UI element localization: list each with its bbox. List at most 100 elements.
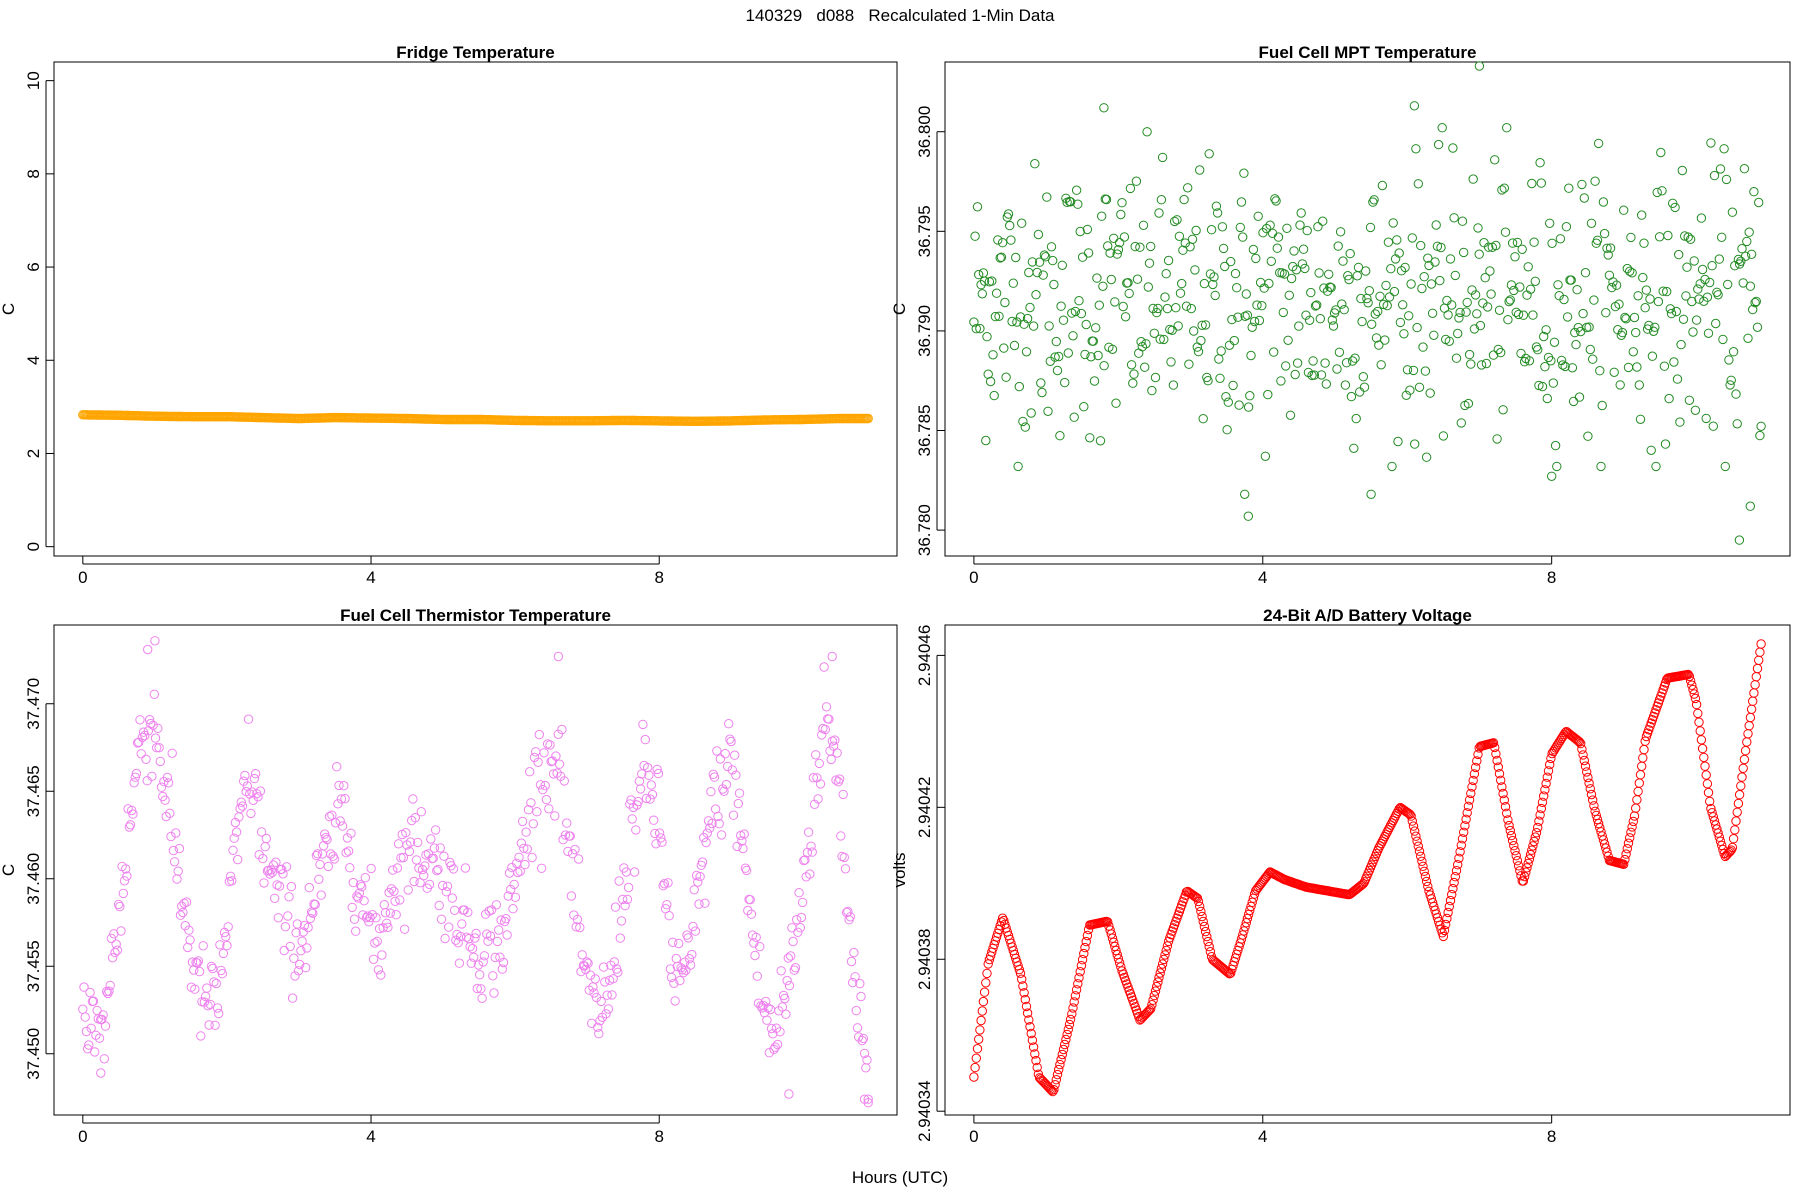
data-point: [1746, 704, 1757, 714]
data-point: [1677, 165, 1688, 176]
data-point: [1233, 312, 1243, 322]
data-point: [1366, 489, 1376, 499]
data-point: [1585, 344, 1596, 355]
data-point: [230, 817, 241, 828]
data-point: [1007, 316, 1017, 327]
data-point: [1003, 209, 1014, 219]
data-point: [1543, 352, 1554, 363]
data-point: [1480, 273, 1490, 283]
data-point: [1492, 755, 1502, 766]
data-point: [1468, 174, 1478, 184]
data-point: [1359, 382, 1370, 392]
data-point: [1081, 936, 1091, 947]
data-point: [1516, 871, 1526, 881]
data-point: [1566, 275, 1576, 285]
data-point: [1380, 335, 1390, 345]
data-point: [1209, 272, 1219, 282]
data-point: [631, 825, 641, 835]
data-point: [1748, 696, 1758, 706]
data-point: [185, 935, 195, 945]
data-point: [566, 891, 577, 901]
data-point: [1052, 1069, 1063, 1080]
data-point: [323, 861, 333, 872]
data-point: [1494, 769, 1505, 779]
data-point: [1712, 287, 1722, 297]
data-point: [1326, 282, 1336, 293]
data-point: [689, 885, 699, 895]
data-point: [1073, 199, 1083, 209]
data-point: [852, 1023, 863, 1033]
data-point: [1423, 881, 1433, 892]
data-point: [305, 913, 316, 924]
data-point: [206, 961, 217, 972]
data-point: [1427, 308, 1438, 318]
data-point: [1193, 896, 1204, 907]
data-point: [1055, 431, 1065, 441]
data-point: [429, 843, 440, 853]
data-point: [1626, 232, 1636, 243]
data-point: [1123, 278, 1133, 288]
data-point: [995, 253, 1005, 263]
data-point: [1028, 1042, 1039, 1052]
data-point: [1663, 230, 1673, 241]
data-point: [1054, 1064, 1064, 1075]
data-point: [1660, 439, 1671, 449]
data-point: [1461, 814, 1471, 824]
data-point: [781, 1009, 791, 1019]
data-point: [1481, 358, 1492, 369]
data-point: [1408, 821, 1419, 831]
data-point: [297, 936, 307, 946]
data-point: [155, 756, 166, 767]
data-point: [1240, 489, 1250, 499]
data-point: [1632, 362, 1642, 372]
data-point: [1437, 123, 1447, 133]
data-point: [1412, 322, 1422, 333]
data-point: [1034, 257, 1045, 267]
data-point: [1033, 229, 1044, 240]
data-point: [1400, 262, 1410, 273]
data-point: [1676, 339, 1686, 350]
data-point: [295, 959, 305, 970]
data-point: [1159, 334, 1169, 345]
data-point: [553, 651, 564, 662]
plot-frame: [944, 61, 1791, 557]
data-point: [504, 868, 515, 878]
data-point: [1459, 247, 1469, 258]
data-point: [859, 1048, 870, 1059]
data-point: [1488, 350, 1499, 360]
data-point: [706, 787, 716, 797]
data-point: [978, 996, 989, 1007]
data-point: [1021, 347, 1032, 357]
data-point: [1148, 995, 1158, 1005]
data-point: [982, 968, 992, 979]
data-point: [1069, 412, 1079, 422]
data-point: [1438, 931, 1449, 942]
data-point: [739, 829, 749, 839]
data-point: [1049, 1085, 1059, 1095]
data-point: [1257, 878, 1267, 888]
data-point: [156, 782, 167, 792]
data-point: [1132, 274, 1143, 284]
data-point: [80, 1012, 90, 1022]
data-point: [794, 888, 804, 898]
data-point: [1141, 339, 1151, 349]
data-point: [104, 986, 114, 996]
data-point: [1037, 387, 1047, 398]
data-point: [1369, 195, 1379, 205]
data-point: [1528, 310, 1538, 320]
data-point: [380, 908, 391, 918]
data-point: [228, 845, 238, 855]
data-point: [1634, 778, 1645, 788]
data-point: [1464, 349, 1475, 360]
data-point: [520, 859, 530, 870]
data-point: [521, 827, 531, 837]
data-point: [1635, 770, 1646, 780]
data-point: [1632, 795, 1642, 805]
data-point: [1617, 327, 1628, 338]
data-point: [1429, 330, 1439, 340]
data-point: [678, 967, 689, 978]
data-point: [265, 869, 275, 879]
data-point: [1147, 385, 1157, 396]
data-point: [105, 980, 115, 991]
data-point: [260, 842, 270, 852]
